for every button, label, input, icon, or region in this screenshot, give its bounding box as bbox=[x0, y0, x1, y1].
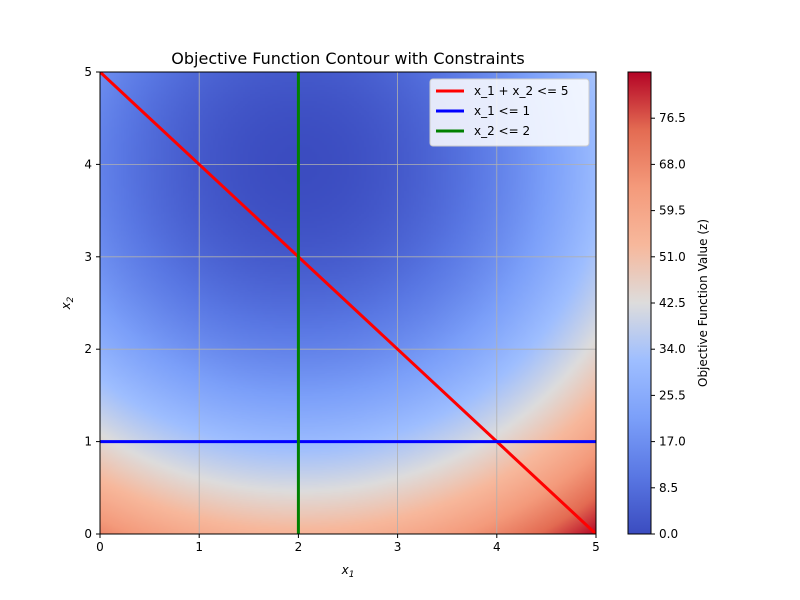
colorbar-ticks: 0.0 8.5 17.0 25.5 34.0 42.5 51.0 59.5 68.0 76.5 bbox=[651, 111, 686, 541]
colorbar-label: Objective Function Value (z) bbox=[696, 219, 710, 387]
colorbar-tick-label: 34.0 bbox=[659, 342, 686, 356]
legend: x_1 + x_2 <= 5 x_1 <= 1 x_2 <= 2 bbox=[429, 78, 590, 147]
colorbar: 0.0 8.5 17.0 25.5 34.0 42.5 51.0 59.5 68.0 76.5 O… bbox=[627, 71, 710, 541]
colorbar-tick-label: 76.5 bbox=[659, 111, 686, 125]
x-tick-label: 3 bbox=[394, 540, 402, 554]
x-tick-label: 5 bbox=[592, 540, 600, 554]
y-tick-label: 4 bbox=[84, 157, 92, 171]
y-tick-label: 5 bbox=[84, 65, 92, 79]
constraint-lines bbox=[100, 72, 596, 534]
colorbar-tick-label: 51.0 bbox=[659, 250, 686, 264]
x-axis-label: x1 bbox=[341, 563, 355, 580]
plot-frame bbox=[99, 71, 597, 535]
y-tick-label: 1 bbox=[84, 435, 92, 449]
colorbar-tick-label: 59.5 bbox=[659, 204, 686, 218]
legend-label-2: x_1 <= 1 bbox=[474, 104, 530, 118]
constraint-line-1 bbox=[100, 72, 596, 534]
colorbar-tick-label: 25.5 bbox=[659, 388, 686, 402]
colorbar-tick-label: 68.0 bbox=[659, 157, 686, 171]
chart-title: Objective Function Contour with Constrai… bbox=[171, 49, 524, 68]
y-tick-label: 3 bbox=[84, 250, 92, 264]
y-axis-label: x2 bbox=[59, 296, 76, 310]
legend-label-1: x_1 + x_2 <= 5 bbox=[474, 84, 569, 98]
colorbar-tick-label: 42.5 bbox=[659, 296, 686, 310]
x-tick-label: 0 bbox=[96, 540, 104, 554]
colorbar-gradient bbox=[627, 71, 652, 535]
x-axis: 0 1 2 3 4 5 bbox=[96, 534, 600, 554]
y-tick-label: 0 bbox=[84, 527, 92, 541]
x-tick-label: 4 bbox=[493, 540, 501, 554]
colorbar-tick-label: 8.5 bbox=[659, 481, 678, 495]
legend-label-3: x_2 <= 2 bbox=[474, 124, 530, 138]
legend-box bbox=[429, 78, 590, 147]
x-tick-label: 2 bbox=[295, 540, 303, 554]
y-axis: 0 1 2 3 4 5 bbox=[84, 65, 100, 541]
y-tick-label: 2 bbox=[84, 342, 92, 356]
x-tick-label: 1 bbox=[195, 540, 203, 554]
colorbar-tick-label: 17.0 bbox=[659, 435, 686, 449]
colorbar-tick-label: 0.0 bbox=[659, 527, 678, 541]
